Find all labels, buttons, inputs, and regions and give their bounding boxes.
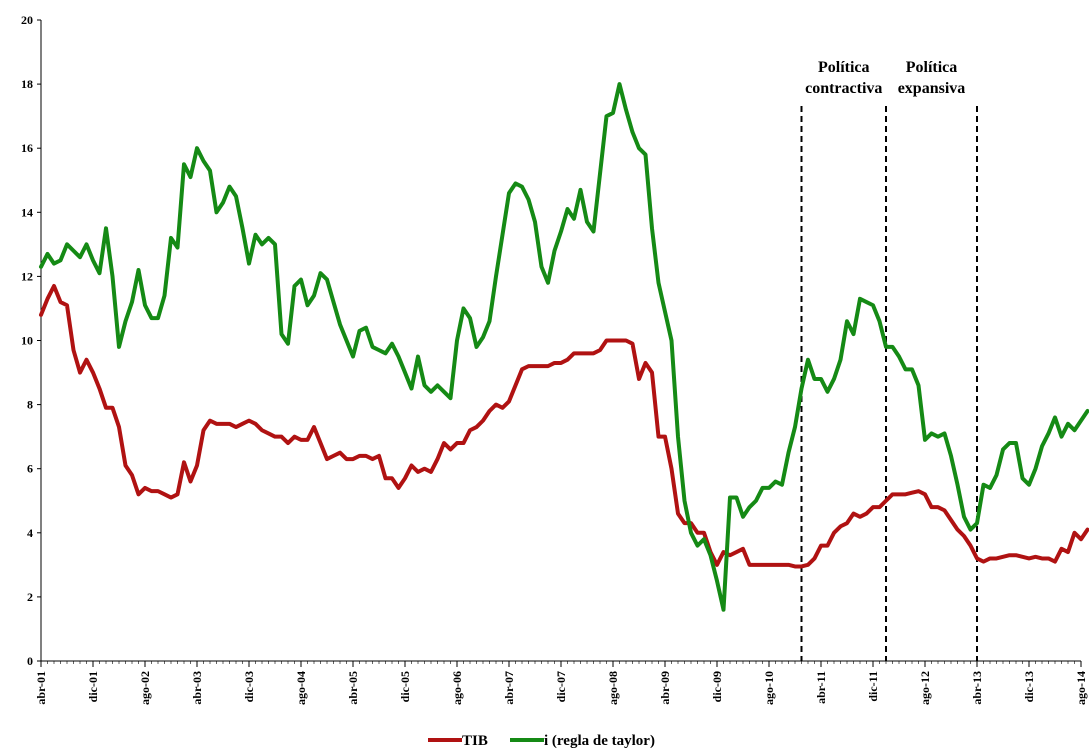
x-tick-label: ago-12 [918,671,932,705]
annotation-text: Política [818,59,870,76]
x-tick-label: dic-13 [1022,671,1036,702]
annotations: Política contractiva Política expansiva [805,59,965,97]
x-tick-label: dic-05 [398,671,412,702]
y-tick-label: 6 [27,462,33,476]
y-tick-label: 20 [21,13,33,27]
y-tick-label: 10 [21,334,33,348]
axes [40,20,1081,662]
x-tick-label: ago-14 [1074,671,1088,705]
x-tick-label: dic-01 [86,671,100,702]
y-tick-label: 0 [27,654,33,668]
y-tick-label: 18 [21,77,33,91]
y-tick-label: 4 [27,526,33,540]
x-tick-label: abr-11 [814,671,828,704]
x-tick-label: ago-06 [450,671,464,705]
series-line-taylor-rule [39,82,1089,612]
legend: TIB i (regla de taylor) [428,733,655,749]
x-tick-label: dic-07 [554,671,568,702]
annotation-text: expansiva [898,80,966,97]
legend-label: TIB [462,733,488,749]
y-axis-ticks: 0 2 4 6 8 10 12 14 16 18 20 [21,13,41,668]
x-tick-label: dic-11 [866,671,880,702]
y-tick-label: 16 [21,141,33,155]
x-tick-label: ago-02 [138,671,152,705]
x-tick-label: dic-09 [710,671,724,702]
x-tick-label: abr-05 [346,671,360,705]
x-tick-label: ago-08 [606,671,620,705]
x-tick-label: dic-03 [242,671,256,702]
x-tick-label: abr-01 [34,671,48,705]
series-lines [39,82,1089,612]
y-tick-label: 2 [27,590,33,604]
y-tick-label: 14 [21,205,33,219]
annotation-text: Política [906,59,958,76]
legend-label: i (regla de taylor) [544,733,655,749]
y-tick-label: 12 [21,269,33,283]
vertical-reference-lines [800,106,978,661]
x-tick-label: abr-07 [502,671,516,705]
annotation-text: contractiva [805,80,882,97]
x-tick-label: ago-10 [762,671,776,705]
x-tick-label: abr-09 [658,671,672,705]
x-tick-label: ago-04 [294,671,308,705]
series-line-tib [39,284,1089,569]
x-tick-label: abr-03 [190,671,204,705]
y-tick-label: 8 [27,398,33,412]
x-tick-label: abr-13 [970,671,984,705]
x-axis-ticks: abr-01 dic-01 ago-02 abr-03 dic-03 ago-04 abr-… [34,661,1088,705]
